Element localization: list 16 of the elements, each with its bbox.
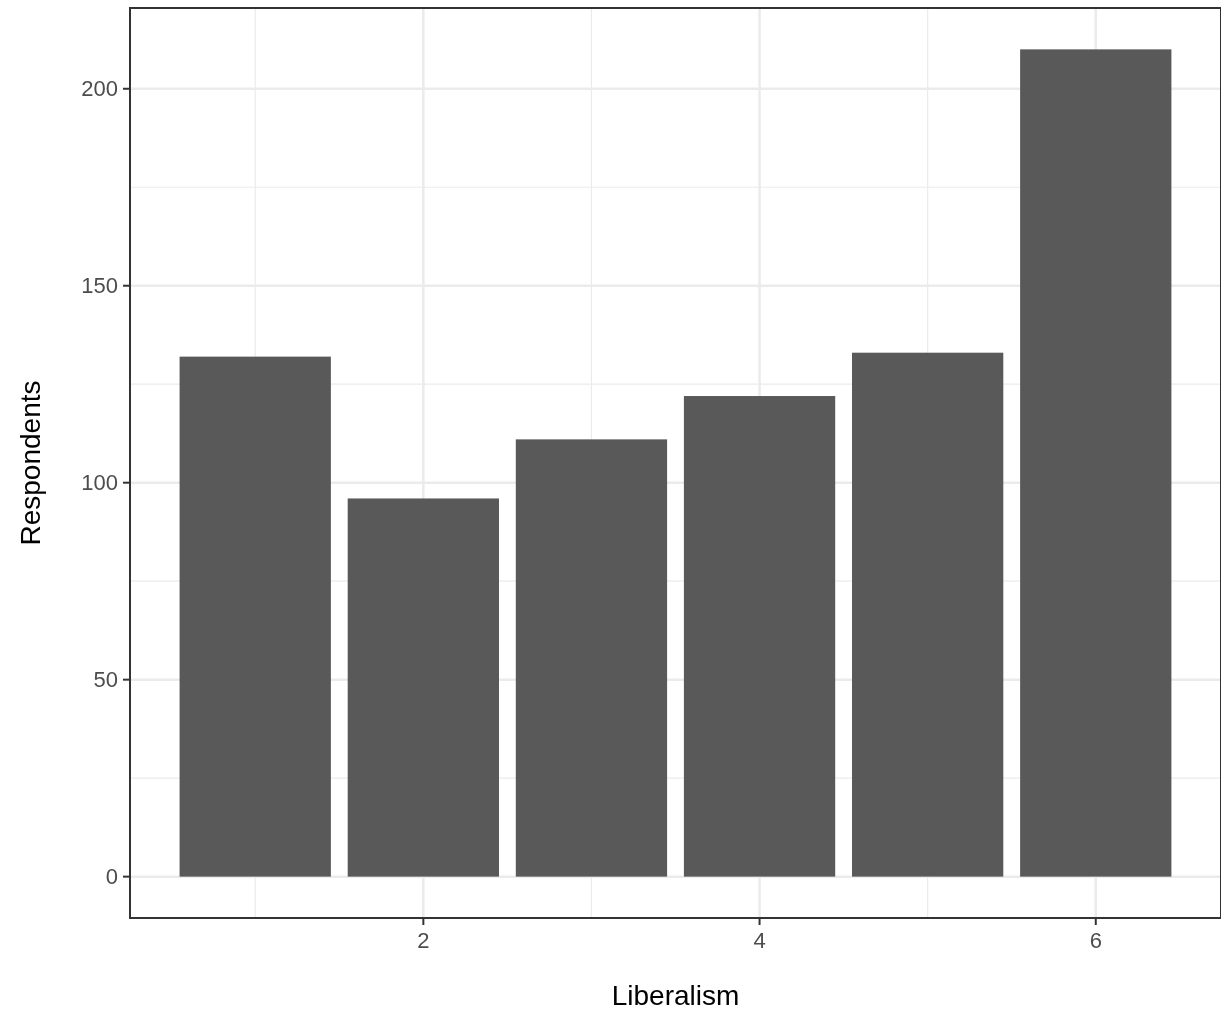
x-tick-label: 2 <box>417 928 430 953</box>
bar <box>852 352 1004 877</box>
y-axis-title: Respondents <box>15 380 46 546</box>
x-tick-label: 6 <box>1089 928 1102 953</box>
y-tick-label: 200 <box>81 76 118 102</box>
bar <box>347 498 499 877</box>
bar <box>683 396 836 877</box>
y-tick-label: 0 <box>105 864 118 890</box>
x-axis-title: Liberalism <box>611 980 740 1011</box>
y-tick-label: 100 <box>81 470 118 496</box>
x-tick-label: 4 <box>753 928 766 953</box>
y-tick-label: 50 <box>93 667 118 693</box>
bar <box>1020 49 1172 877</box>
bar <box>179 356 331 877</box>
bar <box>515 439 668 877</box>
y-tick-label: 150 <box>81 273 118 299</box>
